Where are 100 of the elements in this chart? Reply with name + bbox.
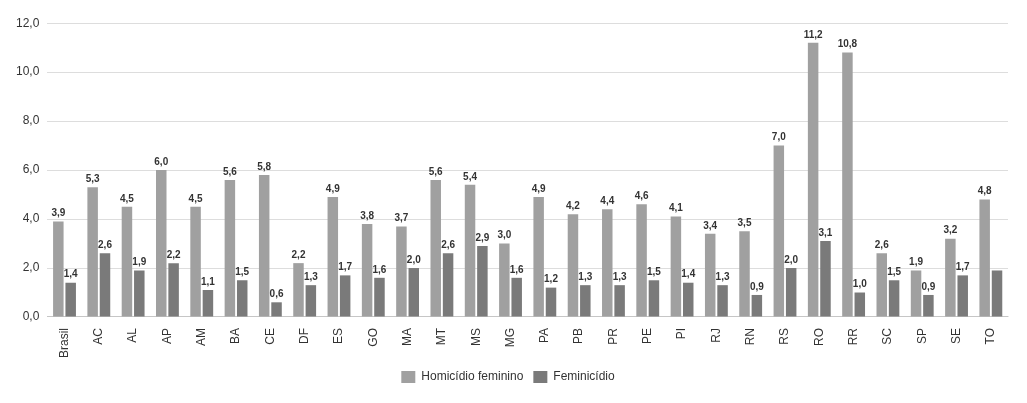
bar	[717, 285, 728, 317]
bar	[580, 285, 591, 317]
data-label: 1,6	[372, 263, 387, 275]
data-label: 4,4	[600, 195, 615, 207]
bar	[511, 277, 522, 317]
data-label: 10,8	[837, 38, 858, 50]
data-label: 1,9	[909, 256, 924, 268]
bar	[923, 294, 934, 317]
x-tick-label: ES	[331, 327, 346, 345]
data-label: 5,3	[85, 172, 101, 184]
bar	[545, 287, 557, 317]
data-label: 1,5	[887, 266, 902, 278]
data-label: 1,0	[852, 278, 868, 290]
x-tick-label: RJ	[708, 327, 723, 343]
x-tick-label: MA	[399, 327, 414, 346]
x-tick-label: Brasil	[56, 327, 71, 359]
data-label: 5,8	[257, 160, 272, 172]
bar	[533, 197, 544, 317]
bar	[499, 243, 510, 317]
data-label: 4,9	[531, 182, 547, 194]
bar	[910, 270, 922, 317]
x-tick-label: RN	[743, 327, 757, 346]
data-label: 5,6	[222, 165, 238, 177]
y-tick-label: 0,0	[22, 309, 40, 324]
legend-label: Homicídio feminino	[421, 369, 524, 384]
bar	[807, 42, 819, 317]
x-tick-label: PA	[537, 327, 552, 344]
x-tick-label: BA	[228, 327, 243, 345]
y-tick-label: 12,0	[16, 15, 40, 30]
data-label: 2,2	[166, 248, 181, 260]
y-tick-label: 2,0	[22, 260, 40, 275]
data-label: 3,0	[497, 229, 512, 241]
data-label: 3,1	[818, 226, 833, 238]
data-label: 3,9	[51, 207, 66, 219]
data-label: 2,6	[441, 239, 456, 251]
data-label: 0,9	[921, 280, 936, 292]
bar	[704, 233, 716, 317]
bar	[293, 263, 304, 317]
x-tick-label: SP	[914, 327, 929, 345]
legend-label: Feminicídio	[553, 369, 616, 384]
data-label: 1,3	[303, 270, 319, 282]
bar	[945, 238, 956, 317]
bar	[670, 216, 682, 317]
bar	[477, 245, 488, 317]
bar	[614, 285, 625, 317]
x-tick-label: PE	[640, 327, 655, 345]
data-label: 1,4	[681, 268, 696, 280]
data-label: 1,6	[509, 263, 525, 275]
x-tick-label: PI	[674, 327, 689, 340]
bar	[773, 145, 785, 317]
data-label: 4,6	[634, 190, 649, 202]
x-tick-label: CE	[262, 327, 277, 345]
data-label: 1,3	[612, 270, 628, 282]
x-tick-label: RR	[845, 327, 860, 346]
data-label: 1,7	[955, 261, 971, 273]
data-label: 1,9	[132, 256, 147, 268]
y-tick-label: 8,0	[22, 113, 40, 128]
bar	[202, 290, 214, 317]
bar	[99, 253, 111, 317]
bar	[442, 253, 454, 317]
x-tick-label: SC	[880, 327, 895, 345]
bar	[258, 174, 270, 317]
bar	[842, 52, 853, 317]
data-label: 7,0	[771, 131, 787, 143]
x-tick-label: AP	[159, 327, 174, 345]
data-label: 11,2	[803, 28, 824, 40]
bar	[224, 179, 236, 317]
data-label: 1,3	[715, 270, 730, 282]
data-label: 1,3	[578, 270, 593, 282]
data-label: 3,4	[703, 219, 718, 231]
data-label: 5,4	[463, 170, 478, 182]
data-label: 3,2	[943, 224, 958, 236]
data-label: 1,5	[235, 266, 250, 278]
data-label: 6,0	[154, 155, 169, 167]
data-label: 4,9	[325, 182, 341, 194]
x-tick-label: SE	[948, 327, 963, 345]
x-tick-label: MT	[434, 327, 449, 346]
data-label: 4,1	[668, 202, 684, 214]
x-tick-label: PR	[605, 327, 620, 345]
bar	[751, 294, 763, 317]
bar	[236, 280, 248, 317]
x-tick-label: AC	[91, 327, 106, 345]
bar	[979, 199, 990, 317]
bar	[53, 221, 64, 317]
bar	[785, 268, 797, 317]
data-label: 3,7	[394, 212, 409, 224]
bar	[876, 253, 887, 317]
bar	[739, 231, 750, 317]
data-label: 2,6	[874, 239, 890, 251]
bar	[396, 226, 407, 317]
bar	[374, 277, 385, 317]
data-label: 2,0	[784, 253, 799, 265]
x-tick-label: MS	[468, 327, 483, 346]
data-label: 2,2	[291, 248, 306, 260]
data-label: 4,5	[120, 192, 135, 204]
data-label: 3,5	[737, 217, 752, 229]
bar	[271, 302, 282, 317]
data-label: 5,6	[428, 165, 444, 177]
bar	[430, 179, 441, 317]
bar	[327, 197, 339, 317]
